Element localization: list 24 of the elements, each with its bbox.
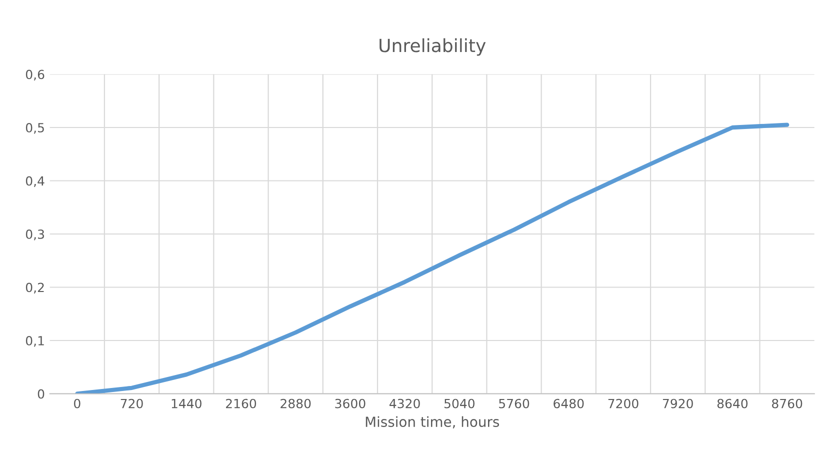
x-tick-label: 8760	[772, 398, 802, 408]
chart-title: Unreliability	[380, 38, 486, 56]
x-tick-label: 8640	[717, 398, 748, 408]
y-tick-label: 0,3	[26, 229, 44, 240]
x-tick-label: 3600	[335, 398, 366, 408]
y-tick-label: 0,1	[26, 336, 44, 347]
x-tick-label: 0	[74, 398, 80, 408]
x-tick-label: 720	[120, 398, 143, 408]
y-tick-label: 0,4	[26, 176, 44, 187]
x-tick-label: 7200	[608, 398, 638, 408]
y-tick-label: 0,2	[26, 282, 44, 294]
x-tick-label: 6480	[554, 398, 584, 408]
x-tick-label: 5760	[499, 398, 530, 408]
line-series	[75, 122, 790, 394]
x-tick-label: 2880	[280, 398, 311, 408]
y-tick-label: 0,6	[26, 70, 44, 80]
x-tick-label: 5040	[444, 398, 474, 408]
x-tick-label: 7920	[662, 398, 693, 408]
x-axis-title: Mission time, hours	[366, 416, 500, 428]
x-tick-label: 1440	[172, 398, 202, 408]
x-tick-label: 2160	[226, 398, 256, 408]
y-tick-label: 0	[38, 389, 44, 399]
x-tick-label: 4320	[390, 398, 420, 408]
y-tick-label: 0,5	[26, 122, 44, 134]
